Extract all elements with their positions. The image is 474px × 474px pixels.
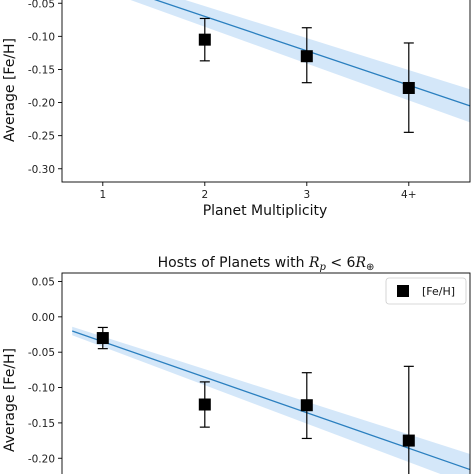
y-tick-label: -0.15 [28,418,55,430]
y-tick-label: 0.00 [32,312,55,324]
top-y-axis-label: Average [Fe/H] [2,38,18,142]
x-tick-label: 3 [303,189,310,201]
x-tick-label: 2 [201,189,208,201]
legend-frame [385,277,467,305]
data-point [96,332,109,345]
y-tick-label: -0.10 [28,31,55,43]
y-tick-label: -0.15 [28,64,55,76]
legend: [Fe/H] [385,277,467,305]
chart-bottom-panel: 0.05 0.00 -0.05 -0.10 -0.15 -0.20 Hosts of Pl… [2,255,471,474]
legend-label: [Fe/H] [422,285,455,298]
y-tick-label: -0.30 [28,164,55,176]
legend-marker [397,285,409,297]
bottom-plot-frame [61,272,471,474]
data-point [300,399,313,412]
top-x-axis-label: Planet Multiplicity [203,203,328,219]
x-tick-label: 1 [99,189,106,201]
x-tick-label: 4+ [401,189,416,201]
confidence-band [130,0,470,123]
top-plot-frame [61,0,471,183]
y-tick-label: -0.05 [28,347,55,359]
y-tick-label: -0.10 [28,383,55,395]
data-point [402,434,415,447]
y-tick-label: -0.05 [28,0,55,10]
y-tick-label: -0.25 [28,131,55,143]
data-point [198,398,211,411]
y-tick-label: -0.20 [28,453,55,465]
chart-top-panel: -0.05 -0.10 -0.15 -0.20 -0.25 -0.30 1 2 3 4+ Ave… [2,0,471,219]
y-tick-label: -0.20 [28,98,55,110]
data-point [198,33,211,46]
data-point [300,50,313,63]
y-tick-label: 0.05 [32,276,55,288]
fit-line [71,330,471,471]
data-point [402,81,415,94]
bottom-chart-title: Hosts of Planets with Rp < 6R⊕ [158,255,375,273]
bottom-y-axis-label: Average [Fe/H] [2,348,18,452]
